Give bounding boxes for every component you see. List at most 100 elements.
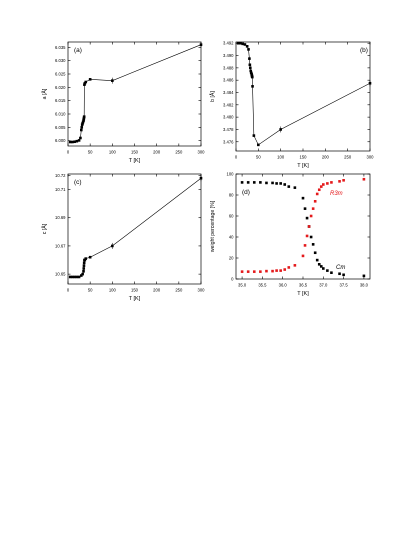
- data-point-r3m: [283, 268, 287, 271]
- data-point: [251, 85, 254, 88]
- data-point-r3m: [311, 207, 315, 210]
- data-point: [77, 275, 81, 279]
- data-point-cm: [330, 271, 333, 274]
- data-point-r3m: [259, 270, 262, 273]
- data-point-cm: [240, 181, 244, 184]
- y-axis-label: weight percentage [%]: [210, 200, 216, 252]
- data-point-r3m: [279, 269, 282, 272]
- data-point-r3m: [322, 183, 325, 186]
- chart-panel: 35.0 35.5 36.0 36.5 37.0 37.5 38.0 0 20 40 60 80 100…: [210, 172, 371, 297]
- y-tick-label: 20: [229, 256, 234, 261]
- data-point: [75, 139, 79, 143]
- y-axis-label: a [Å]: [41, 88, 48, 99]
- x-tick-label: 300: [198, 288, 206, 293]
- data-point: [82, 115, 86, 118]
- data-point-r3m: [305, 234, 309, 238]
- x-tick-label: 200: [322, 155, 330, 160]
- data-point: [81, 272, 84, 276]
- data-point: [236, 41, 240, 45]
- panel-label: (b): [360, 47, 368, 54]
- y-tick-label: 3.476: [223, 139, 234, 144]
- x-tick-label: 50: [88, 150, 93, 155]
- data-point-r3m: [307, 225, 311, 228]
- series-line: [238, 42, 371, 146]
- y-tick-label: 10.72: [55, 173, 66, 178]
- data-point-r3m: [303, 244, 307, 247]
- data-point: [243, 43, 247, 46]
- x-tick-label: 300: [198, 150, 206, 155]
- y-tick-label: 3.490: [223, 53, 234, 58]
- panel-label: (c): [74, 179, 82, 186]
- data-point-r3m: [265, 269, 268, 273]
- data-point: [82, 116, 86, 120]
- data-point-r3m: [330, 181, 333, 184]
- x-tick-label: 100: [277, 155, 285, 160]
- data-point-cm: [283, 183, 287, 186]
- y-tick-label: 3.492: [223, 41, 234, 46]
- x-tick-label: 200: [153, 150, 161, 155]
- data-point: [251, 75, 254, 79]
- data-point-r3m: [246, 270, 250, 273]
- data-point: [248, 57, 251, 60]
- x-tick-label: 37.5: [340, 283, 349, 288]
- y-tick-label: 10.67: [55, 243, 66, 248]
- x-tick-label: 150: [300, 155, 308, 160]
- x-tick-label: 36.5: [299, 283, 308, 288]
- x-tick-label: 0: [235, 155, 238, 160]
- data-point-cm: [301, 196, 305, 200]
- data-point-cm: [317, 263, 321, 266]
- series-line: [70, 177, 202, 278]
- x-tick-label: 37.0: [319, 283, 328, 288]
- x-axis-label: T [K]: [297, 163, 309, 169]
- data-point: [82, 118, 86, 121]
- y-tick-label: 10.71: [55, 187, 66, 192]
- data-point-cm: [326, 269, 329, 272]
- y-tick-label: 10.65: [55, 272, 66, 277]
- y-tick-label: 3.482: [223, 102, 234, 107]
- y-tick-label: 3.484: [223, 90, 234, 95]
- data-point-cm: [259, 181, 262, 184]
- x-axis-label: T [K]: [129, 296, 141, 302]
- x-tick-label: 150: [131, 150, 139, 155]
- data-point: [73, 275, 76, 279]
- chart-panel: 0 50 100 150 200 250 300 3.476 3.478 3.480 3.482 3.…: [209, 41, 374, 169]
- x-tick-label: 0: [67, 150, 70, 155]
- data-point-r3m: [317, 188, 321, 192]
- data-point: [245, 45, 249, 48]
- data-point: [73, 140, 76, 144]
- x-tick-label: 250: [175, 288, 183, 293]
- data-point-cm: [311, 243, 315, 246]
- data-point: [80, 126, 84, 129]
- data-point: [84, 257, 88, 260]
- data-point-r3m: [338, 180, 341, 183]
- x-tick-label: 50: [256, 155, 261, 160]
- data-point-cm: [342, 273, 345, 277]
- data-point: [83, 83, 86, 86]
- x-tick-label: 50: [88, 288, 93, 293]
- data-point-cm: [246, 181, 250, 184]
- y-tick-label: 3.486: [223, 78, 234, 83]
- y-tick-label: 80: [229, 193, 234, 198]
- data-point-cm: [313, 251, 317, 255]
- data-point-r3m: [319, 185, 323, 188]
- data-point-r3m: [315, 192, 319, 196]
- y-tick-label: 100: [227, 172, 235, 177]
- x-tick-label: 0: [67, 288, 70, 293]
- y-tick-label: 6.030: [55, 58, 66, 63]
- series-annotation: Cm: [336, 265, 345, 271]
- plot-frame: [235, 173, 371, 280]
- x-tick-label: 100: [109, 150, 117, 155]
- data-point-r3m: [309, 214, 313, 218]
- panel-label: (a): [74, 47, 82, 54]
- data-point: [249, 69, 253, 73]
- data-point: [257, 143, 260, 147]
- x-axis-label: T [K]: [297, 291, 309, 297]
- y-tick-label: 3.488: [223, 65, 234, 70]
- x-tick-label: 150: [131, 288, 139, 293]
- data-point: [71, 275, 74, 279]
- data-point-r3m: [301, 254, 305, 258]
- data-point-r3m: [362, 177, 366, 181]
- data-point-cm: [293, 186, 297, 189]
- data-point: [80, 128, 83, 132]
